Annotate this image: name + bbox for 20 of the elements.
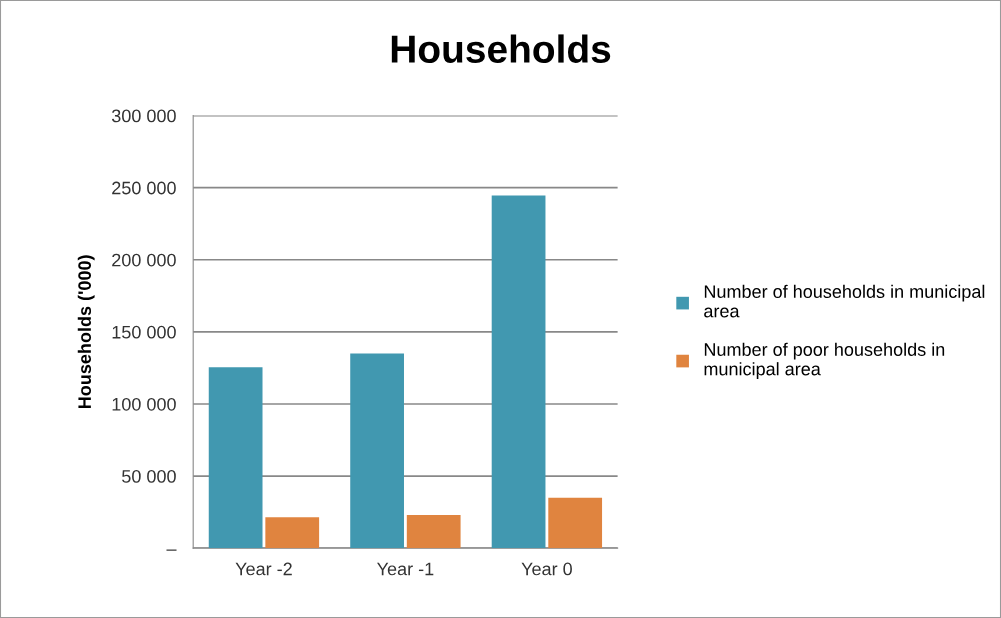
y-tick-label: – <box>166 549 177 551</box>
x-tick-label: Year -1 <box>377 562 434 576</box>
y-tick-label: 100 000 <box>112 397 176 411</box>
y-tick-label: 150 000 <box>112 325 176 339</box>
bar <box>208 367 263 549</box>
bar <box>548 497 603 549</box>
bar <box>406 515 461 549</box>
y-tick-label: 50 000 <box>122 470 176 483</box>
y-tick-label: 200 000 <box>112 253 176 267</box>
chart-title: Households <box>391 34 611 63</box>
legend-label: Number of households in municipal area <box>704 284 985 318</box>
legend-label: Number of poor households in municipal area <box>704 342 945 379</box>
y-tick-label: 250 000 <box>112 181 176 195</box>
bar <box>350 353 404 549</box>
bar <box>491 195 546 549</box>
bar <box>265 517 320 549</box>
x-tick-label: Year 0 <box>521 562 572 576</box>
y-tick-label: 300 000 <box>111 109 176 123</box>
y-axis-title: Households ('000) <box>77 255 95 409</box>
x-tick-label: Year -2 <box>235 562 292 576</box>
